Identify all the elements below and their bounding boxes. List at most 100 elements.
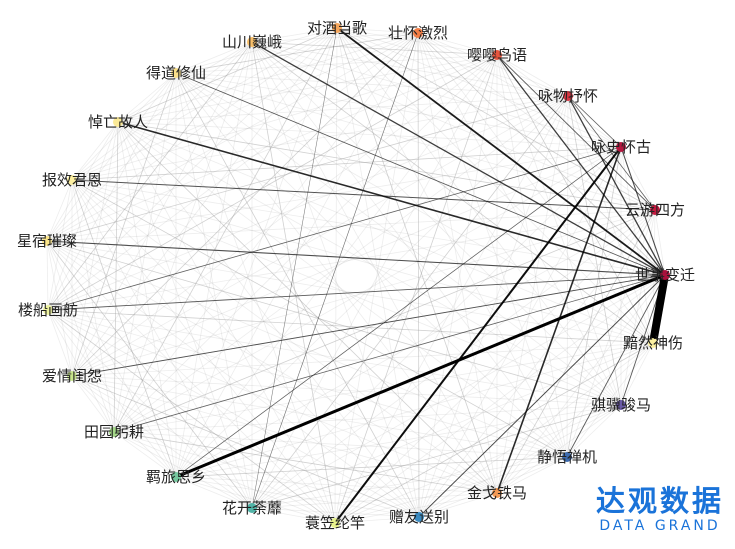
node-label: 咏物抒怀: [538, 87, 598, 105]
edge: [334, 516, 420, 524]
edge: [251, 342, 654, 509]
edge-世事变迁-山川巍峨: [251, 41, 666, 276]
edge-云游四方-报效君恩: [71, 179, 656, 211]
edge: [251, 41, 568, 458]
node-label: 云游四方: [625, 201, 685, 219]
edge: [336, 27, 656, 211]
node-label: 世事变迁: [635, 266, 695, 284]
edge: [46, 27, 338, 242]
edge: [251, 27, 338, 43]
edge: [417, 32, 666, 276]
edge: [175, 72, 568, 458]
edge: [71, 121, 119, 181]
edge: [251, 32, 419, 43]
edge: [71, 41, 253, 181]
edge: [113, 41, 253, 433]
edge: [620, 342, 654, 406]
edge: [47, 27, 338, 311]
edge: [71, 375, 498, 494]
edge: [336, 27, 420, 518]
edge: [113, 431, 336, 524]
edge: [175, 72, 498, 494]
edge: [251, 41, 656, 211]
node-label: 楼船画舫: [18, 301, 78, 319]
edge: [71, 375, 336, 524]
node-对酒当歌: [332, 23, 342, 33]
edge: [47, 209, 656, 311]
edge: [418, 54, 498, 518]
edge-咏物抒怀-咏史怀古: [567, 95, 622, 148]
node-星宿璀璨: [42, 236, 52, 246]
edge: [566, 342, 654, 458]
edge: [117, 121, 656, 211]
edge: [567, 95, 654, 344]
edge: [496, 456, 568, 494]
edge: [113, 431, 498, 494]
edge: [71, 375, 177, 478]
node-label: 金戈铁马: [467, 484, 527, 502]
edge: [113, 404, 622, 433]
node-赠友送别: [414, 512, 424, 522]
edge: [46, 240, 49, 311]
node-爱情闺怨: [67, 371, 77, 381]
edge: [334, 274, 666, 524]
edge: [117, 32, 419, 123]
edge: [71, 179, 568, 458]
edge: [47, 121, 119, 311]
edge: [620, 209, 656, 406]
node-label: 壮怀激烈: [388, 24, 448, 42]
edge: [117, 121, 622, 406]
edge-对酒当歌-花开荼蘼: [251, 27, 338, 509]
node-label: 静悟禅机: [537, 448, 597, 466]
edge: [336, 27, 419, 34]
edge: [417, 32, 498, 494]
edge: [46, 146, 622, 242]
edge: [417, 32, 654, 344]
edge: [175, 476, 336, 524]
edge: [620, 146, 656, 211]
edge: [46, 179, 73, 242]
edge-壮怀激烈-花开荼蘼: [251, 32, 419, 509]
edge: [71, 179, 177, 478]
edge: [46, 240, 654, 344]
edge: [334, 209, 656, 524]
edge: [566, 95, 569, 458]
edge: [71, 179, 666, 276]
edge: [47, 179, 73, 311]
edge: [175, 54, 498, 74]
edge: [71, 179, 622, 406]
node-label: 花开荼蘼: [222, 499, 282, 517]
edge: [251, 41, 654, 344]
edge: [71, 121, 119, 377]
edge: [71, 375, 253, 509]
node-label: 星宿璀璨: [17, 232, 77, 250]
edge: [47, 309, 177, 478]
edge: [334, 456, 568, 524]
edge: [334, 32, 419, 524]
node-骐骥骏马: [616, 400, 626, 410]
edge: [567, 95, 622, 406]
edge: [336, 27, 498, 56]
edge: [566, 146, 622, 458]
edge: [113, 27, 338, 433]
node-花开荼蘼: [247, 503, 257, 513]
edge-云游四方-嘤嘤鸟语: [496, 54, 656, 211]
edge: [113, 146, 622, 433]
nodes: 对酒当歌 壮怀激烈嘤嘤鸟语咏物抒怀咏史怀古云游四方世事变迁黯然神伤骐骥骏马静悟禅机…: [17, 19, 695, 532]
edge: [175, 72, 622, 148]
node-羁旅思乡: [171, 472, 181, 482]
edge: [71, 179, 336, 524]
edge: [113, 431, 420, 518]
edge: [46, 240, 253, 509]
edge: [47, 309, 115, 433]
edge: [417, 32, 498, 56]
edge: [336, 27, 622, 148]
edge: [496, 54, 568, 458]
edge: [71, 27, 338, 181]
node-金戈铁马: [492, 488, 502, 498]
edge: [117, 121, 177, 478]
edge: [47, 72, 177, 311]
edge: [47, 309, 336, 524]
node-壮怀激烈: [413, 28, 423, 38]
node-label: 咏史怀古: [591, 138, 651, 156]
